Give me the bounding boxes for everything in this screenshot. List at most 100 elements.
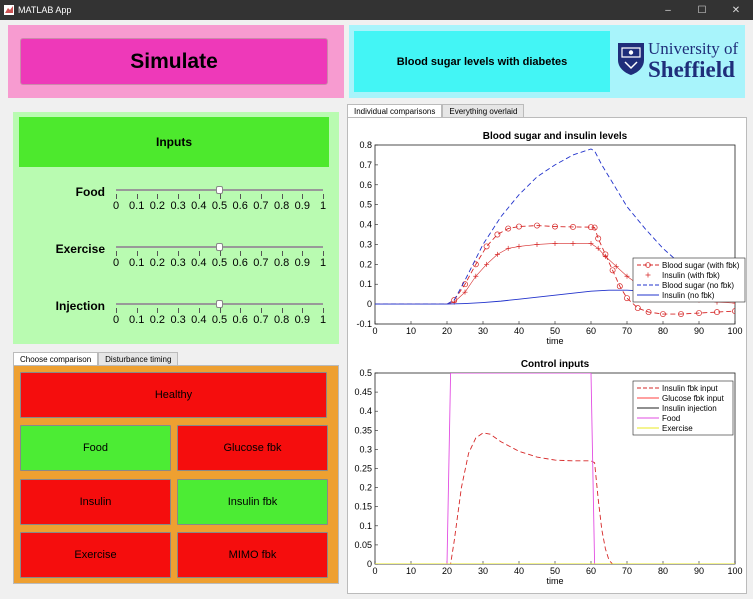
x-tick-label: 90 — [694, 326, 704, 336]
healthy-button[interactable]: Healthy — [20, 372, 327, 418]
series-marker — [634, 305, 641, 312]
x-tick-label: 30 — [478, 326, 488, 336]
slider-tick-label: 0.4 — [191, 257, 207, 269]
slider-tick — [136, 251, 138, 256]
x-tick-label: 70 — [622, 326, 632, 336]
minimize-button[interactable]: – — [665, 4, 671, 16]
slider-tick-label: 0.8 — [273, 257, 290, 269]
legend-label: Blood sugar (no fbk) — [662, 281, 734, 290]
tab-choose-comparison[interactable]: Choose comparison — [13, 352, 99, 365]
slider-tick-label: 0.7 — [253, 314, 269, 326]
y-tick-label: 0.8 — [359, 140, 372, 150]
slider-tick — [219, 194, 221, 199]
slider-tick-label: 0.4 — [191, 314, 207, 326]
slider-tick-label: 0.3 — [170, 257, 186, 269]
logo-text-line2: Sheffield — [648, 57, 735, 82]
legend-label: Insulin fbk input — [662, 384, 718, 393]
maximize-button[interactable]: ☐ — [697, 4, 707, 16]
y-tick-label: 0.1 — [359, 521, 372, 531]
food-button[interactable]: Food — [20, 425, 171, 471]
slider-tick-label: 0 — [112, 200, 120, 212]
exercise-slider[interactable] — [116, 243, 323, 251]
slider-tick-label: 0.6 — [232, 314, 248, 326]
legend-label: Glucose fbk input — [662, 394, 725, 403]
comparison-tab-body: Healthy Food Glucose fbk Insulin Insulin… — [13, 365, 339, 584]
slider-tick-label: 0 — [112, 314, 120, 326]
slider-tick-labels: 0 0.1 0.2 0.3 0.4 0.5 0.6 0.7 0.8 0.9 1 — [112, 257, 326, 271]
slider-tick — [157, 194, 159, 199]
slider-tick — [260, 251, 262, 256]
slider-label: Food — [75, 185, 105, 199]
slider-thumb[interactable] — [216, 243, 223, 251]
slider-tick-label: 0.1 — [129, 257, 145, 269]
series-marker — [595, 235, 602, 242]
chart-title: Blood sugar and insulin levels — [483, 131, 628, 142]
series-marker — [505, 225, 512, 232]
slider-tick-label: 0.9 — [294, 314, 310, 326]
slider-tick — [157, 308, 159, 313]
x-tick-label: 20 — [442, 326, 452, 336]
series-marker — [595, 245, 601, 251]
slider-tick-label: 0.3 — [170, 314, 186, 326]
slider-tick-label: 0.8 — [273, 314, 290, 326]
series-marker — [505, 245, 511, 251]
y-tick-label: 0.4 — [359, 220, 372, 230]
y-tick-label: 0.2 — [359, 259, 372, 269]
series-marker — [516, 223, 522, 230]
y-tick-label: 0.15 — [354, 502, 372, 512]
slider-tick — [116, 308, 117, 313]
slider-tick — [178, 308, 180, 313]
slider-tick — [302, 308, 304, 313]
series-marker — [534, 241, 540, 247]
legend-label: Food — [662, 414, 680, 423]
slider-tick-label: 0.8 — [273, 200, 290, 212]
slider-tick-label: 0 — [112, 257, 120, 269]
slider-tick — [219, 251, 221, 256]
series-marker — [613, 263, 619, 269]
legend-label: Insulin (with fbk) — [662, 271, 720, 280]
slider-tick-label: 0.5 — [211, 314, 228, 326]
x-tick-label: 70 — [622, 566, 632, 576]
exercise-button[interactable]: Exercise — [20, 532, 171, 578]
slider-thumb[interactable] — [216, 300, 223, 308]
slider-tick — [281, 251, 283, 256]
series-marker — [570, 240, 576, 246]
slider-tick — [260, 308, 262, 313]
food-slider[interactable] — [116, 186, 323, 194]
tab-disturbance-timing[interactable]: Disturbance timing — [98, 352, 179, 365]
slider-tick-labels: 0 0.1 0.2 0.3 0.4 0.5 0.6 0.7 0.8 0.9 1 — [112, 200, 326, 214]
series-marker — [602, 253, 608, 259]
y-tick-label: 0.3 — [359, 444, 372, 454]
close-button[interactable]: ✕ — [731, 4, 741, 16]
slider-tick-label: 1 — [319, 314, 327, 326]
legend-label: Insulin (no fbk) — [662, 291, 715, 300]
simulate-panel: Simulate — [8, 25, 344, 98]
tab-individual-comparisons[interactable]: Individual comparisons — [347, 104, 443, 117]
insulin-button[interactable]: Insulin — [20, 479, 171, 525]
series-marker — [494, 231, 501, 238]
blood-sugar-chart-svg: Blood sugar and insulin levels 0 10 20 30 40 5… — [356, 131, 746, 346]
university-logo: University of Sheffield — [617, 37, 743, 85]
series-marker — [462, 289, 468, 295]
series-marker — [660, 311, 666, 318]
slider-tick-label: 0.6 — [232, 200, 248, 212]
y-tick-label: 0.4 — [359, 406, 372, 416]
series-marker — [494, 251, 500, 257]
y-tick-label: 0.2 — [359, 483, 372, 493]
series-marker — [696, 310, 702, 317]
glucose-fbk-button[interactable]: Glucose fbk — [177, 425, 328, 471]
series-marker — [552, 223, 558, 230]
slider-tick — [219, 308, 221, 313]
app-window: Simulate Blood sugar levels with diabete… — [3, 20, 750, 596]
slider-tick — [323, 308, 324, 313]
series-marker — [552, 240, 558, 246]
slider-tick — [116, 251, 117, 256]
injection-slider[interactable] — [116, 300, 323, 308]
slider-tick — [178, 194, 180, 199]
legend-label: Insulin injection — [662, 404, 717, 413]
simulate-button[interactable]: Simulate — [20, 38, 328, 85]
tab-everything-overlaid[interactable]: Everything overlaid — [442, 104, 525, 117]
insulin-fbk-button[interactable]: Insulin fbk — [177, 479, 328, 525]
slider-thumb[interactable] — [216, 186, 223, 194]
mimo-fbk-button[interactable]: MIMO fbk — [177, 532, 328, 578]
